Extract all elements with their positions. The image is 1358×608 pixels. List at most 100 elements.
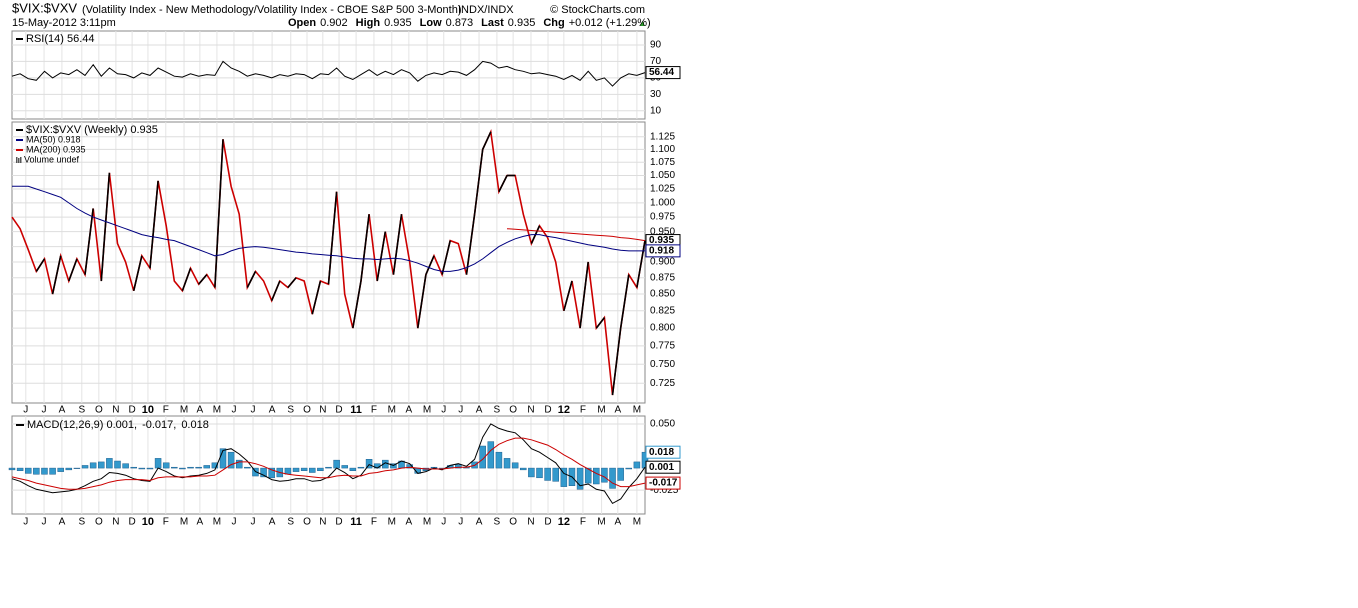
up-segment bbox=[132, 255, 143, 291]
description: (Volatility Index - New Methodology/Vola… bbox=[82, 4, 461, 16]
panel-frame bbox=[11, 121, 646, 404]
x-tick-label: A bbox=[59, 405, 66, 416]
quote-value: +0.012 (+1.29%) bbox=[569, 17, 651, 29]
histogram-bar bbox=[138, 467, 146, 470]
up-segment bbox=[392, 214, 403, 275]
up-segment bbox=[327, 191, 338, 285]
x-tick-label: J bbox=[42, 517, 47, 528]
histogram-bar bbox=[98, 461, 105, 469]
up-segment bbox=[35, 258, 46, 272]
series-line bbox=[11, 437, 646, 490]
legend-label: Volume undef bbox=[24, 154, 80, 164]
histogram-bar bbox=[16, 467, 24, 471]
histogram-bar bbox=[609, 467, 616, 489]
symbol: $VIX:$VXV bbox=[12, 0, 77, 15]
up-segment bbox=[149, 180, 159, 269]
up-segment bbox=[68, 258, 78, 282]
x-tick-label: J bbox=[441, 405, 446, 416]
histogram-bar bbox=[601, 467, 608, 483]
y-tick-label: 0.775 bbox=[650, 341, 675, 352]
x-tick-label: S bbox=[78, 405, 85, 416]
value-box bbox=[645, 66, 681, 80]
histogram-bar bbox=[211, 462, 219, 469]
up-segment bbox=[51, 255, 62, 295]
x-tick-label: N bbox=[319, 405, 326, 416]
up-segment bbox=[198, 274, 208, 285]
legend-label: MACD(12,26,9) 0.001, bbox=[27, 419, 137, 431]
x-tick-label: S bbox=[78, 517, 85, 528]
histogram-bar bbox=[81, 465, 89, 469]
up-segment bbox=[214, 139, 224, 288]
x-tick-label: N bbox=[527, 405, 534, 416]
x-tick-label: M bbox=[180, 405, 188, 416]
x-tick-label: A bbox=[59, 517, 66, 528]
histogram-bar bbox=[333, 459, 340, 469]
x-tick-label: J bbox=[23, 517, 28, 528]
histogram-bar bbox=[41, 467, 48, 475]
y-tick-label: 30 bbox=[650, 89, 662, 100]
histogram-bar bbox=[33, 467, 40, 475]
up-segment bbox=[441, 240, 452, 275]
histogram-bar bbox=[617, 467, 624, 481]
quote-label: Open bbox=[288, 17, 316, 29]
x-tick-label: J bbox=[42, 405, 47, 416]
histogram-bar bbox=[130, 466, 137, 469]
histogram-bar bbox=[593, 467, 600, 485]
legend-label: -0.017, bbox=[142, 419, 176, 431]
histogram-bar bbox=[544, 467, 551, 481]
y-tick-label: 0.725 bbox=[650, 378, 675, 389]
x-tick-label: A bbox=[614, 405, 621, 416]
up-segment bbox=[563, 280, 573, 312]
x-tick-label: N bbox=[527, 517, 534, 528]
y-tick-label: 0.750 bbox=[650, 359, 675, 370]
y-tick-label: 90 bbox=[650, 40, 662, 51]
histogram-bar bbox=[341, 465, 348, 469]
histogram-bar bbox=[325, 466, 332, 469]
x-tick-label: M bbox=[423, 517, 431, 528]
legend-icon bbox=[18, 158, 20, 163]
x-tick-label: 12 bbox=[558, 516, 570, 528]
histogram-bar bbox=[106, 458, 113, 469]
histogram-bar bbox=[268, 467, 275, 479]
up-segment bbox=[246, 271, 257, 288]
histogram-bar bbox=[203, 465, 211, 469]
x-tick-label: O bbox=[95, 517, 103, 528]
histogram-bar bbox=[309, 467, 316, 473]
histogram-bar bbox=[300, 467, 308, 471]
date: 15-May-2012 3:11pm bbox=[12, 17, 116, 29]
x-tick-label: O bbox=[303, 405, 311, 416]
x-tick-label: F bbox=[580, 405, 586, 416]
value-box bbox=[645, 445, 681, 459]
y-tick-label: 0.850 bbox=[650, 289, 675, 300]
value-box-label: 0.018 bbox=[649, 447, 674, 458]
histogram-bar bbox=[195, 466, 202, 469]
histogram-bar bbox=[536, 467, 543, 479]
x-tick-label: A bbox=[476, 517, 483, 528]
legend-icon bbox=[16, 157, 18, 163]
x-tick-label: J bbox=[441, 517, 446, 528]
x-tick-label: M bbox=[388, 405, 396, 416]
x-tick-label: M bbox=[213, 517, 221, 528]
up-segment bbox=[595, 317, 606, 329]
histogram-bar bbox=[24, 467, 32, 474]
up-segment bbox=[181, 267, 192, 292]
x-tick-label: M bbox=[388, 517, 396, 528]
x-tick-label: S bbox=[494, 405, 501, 416]
x-tick-label: 10 bbox=[142, 404, 154, 416]
y-tick-label: 0.950 bbox=[650, 226, 675, 237]
x-tick-label: O bbox=[303, 517, 311, 528]
histogram-bar bbox=[357, 466, 365, 469]
x-tick-label: 11 bbox=[350, 516, 362, 528]
up-segment bbox=[619, 274, 630, 329]
value-box-label: 0.918 bbox=[649, 246, 674, 257]
x-tick-label: S bbox=[287, 517, 294, 528]
histogram-bar bbox=[154, 458, 162, 469]
x-tick-label: D bbox=[335, 405, 342, 416]
up-segment bbox=[636, 240, 646, 288]
x-tick-label: D bbox=[544, 405, 551, 416]
x-tick-label: J bbox=[231, 405, 236, 416]
x-tick-label: J bbox=[251, 405, 256, 416]
histogram-bar bbox=[560, 467, 568, 487]
histogram-bar bbox=[552, 467, 559, 482]
x-tick-label: A bbox=[197, 517, 204, 528]
